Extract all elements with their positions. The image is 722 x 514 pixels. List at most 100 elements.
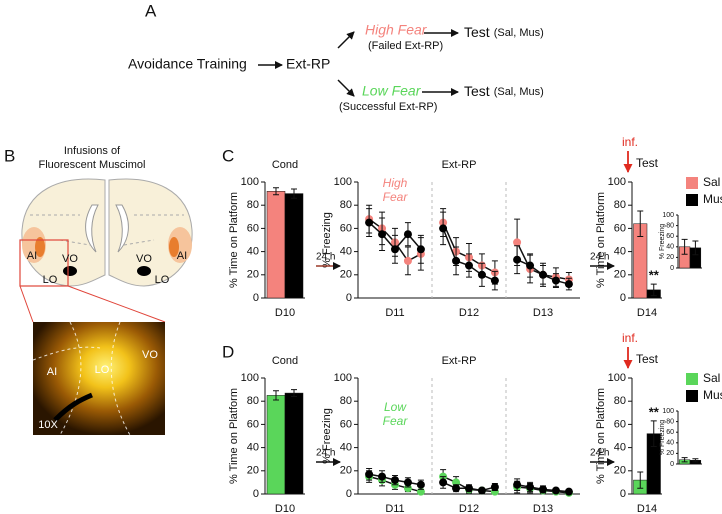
point: [539, 485, 547, 494]
group-label: Low: [384, 400, 407, 414]
y-tick-label: 20: [340, 269, 352, 281]
y-axis-label: % Freezing: [659, 420, 666, 456]
legend-swatch: [686, 390, 698, 402]
y-tick-label: 80: [247, 199, 259, 211]
test: Test: [464, 24, 490, 40]
arrow: [337, 79, 355, 97]
point: [439, 478, 448, 487]
point: [513, 255, 522, 264]
point: [452, 256, 461, 265]
legend-swatch: [686, 194, 698, 206]
y-axis-label: % Time on Platform: [595, 192, 607, 288]
y-tick-label: 40: [614, 442, 626, 454]
y-tick-label: 80: [666, 222, 674, 229]
point: [365, 218, 374, 227]
region-label: VO: [62, 253, 78, 265]
significance: **: [649, 404, 660, 419]
y-tick-label: 80: [340, 395, 352, 407]
y-tick-label: 20: [247, 269, 259, 281]
bar: [284, 193, 304, 299]
interval-label: 24 h: [316, 252, 335, 263]
y-tick-label: 80: [340, 199, 352, 211]
test-label: Test: [636, 352, 659, 366]
legend-swatch: [686, 373, 698, 385]
chart-title: Ext-RP: [442, 159, 477, 171]
legend-label: Sal: [703, 371, 720, 385]
point: [365, 470, 374, 479]
panel-label: A: [145, 1, 157, 20]
point: [526, 261, 535, 270]
y-tick-label: 20: [666, 254, 674, 261]
y-tick-label: 0: [253, 292, 259, 304]
low-fear-note: (Successful Ext-RP): [339, 101, 437, 113]
point: [551, 486, 560, 495]
ventricle: [115, 204, 129, 253]
x-tick-label: D12: [459, 503, 479, 514]
bar: [266, 191, 286, 299]
region-label: LO: [155, 274, 170, 286]
y-tick-label: 20: [340, 465, 352, 477]
point: [490, 276, 499, 285]
low-fear: Low Fear: [362, 83, 422, 99]
photo-label: AI: [47, 366, 57, 378]
x-tick-label: D12: [459, 307, 479, 319]
zoom-line: [19, 285, 34, 323]
chart-title: Ext-RP: [442, 355, 477, 367]
y-tick-label: 100: [334, 372, 352, 384]
zoom-line: [67, 285, 166, 323]
y-tick-label: 60: [340, 418, 352, 430]
y-tick-label: 0: [620, 488, 626, 500]
brain-panel: Infusions of Fluorescent Muscimol AI VO …: [19, 145, 193, 436]
flow-diagram: Avoidance Training Ext-RP High Fear (Fai…: [128, 22, 544, 113]
photo-label: VO: [142, 349, 158, 361]
y-tick-label: 100: [334, 176, 352, 188]
high-fear-note: (Failed Ext-RP): [368, 40, 443, 52]
x-tick-label: D14: [637, 503, 657, 514]
infusion-core: [169, 237, 179, 257]
y-tick-label: 20: [614, 269, 626, 281]
significance: **: [649, 268, 660, 283]
point: [416, 245, 425, 254]
y-tick-label: 100: [241, 372, 259, 384]
y-tick-label: 60: [614, 418, 626, 430]
ventricle: [85, 204, 99, 253]
y-tick-label: 0: [253, 488, 259, 500]
region-border: [32, 321, 131, 436]
region-label: AI: [27, 250, 37, 262]
y-tick-label: 60: [340, 222, 352, 234]
point: [513, 238, 522, 247]
error-bar: [692, 240, 699, 256]
x-tick-label: D10: [275, 503, 295, 514]
y-tick-label: 40: [340, 246, 352, 258]
test-label: Test: [636, 156, 659, 170]
y-tick-label: 0: [346, 292, 352, 304]
y-tick-label: 100: [662, 408, 674, 415]
point: [477, 486, 486, 495]
error-bar: [273, 390, 279, 401]
error-bar: [637, 210, 644, 238]
chart-title: Cond: [272, 159, 298, 171]
y-tick-label: 20: [247, 465, 259, 477]
infusion-label: inf.: [622, 135, 638, 149]
test-label: Test (Sal, Mus): [464, 24, 544, 40]
y-tick-label: 100: [608, 372, 626, 384]
test: Test: [464, 83, 490, 99]
y-tick-label: 40: [247, 246, 259, 258]
high-fear: High Fear: [365, 22, 428, 38]
bar: [266, 395, 286, 495]
panel-label: C: [222, 146, 234, 165]
flow-step: Ext-RP: [286, 56, 330, 72]
test-groups: (Sal, Mus): [494, 86, 544, 98]
point: [539, 270, 547, 279]
y-axis-label: % Freezing: [659, 224, 666, 260]
x-tick-label: D13: [533, 503, 553, 514]
point: [391, 476, 399, 485]
y-tick-label: 80: [666, 418, 674, 425]
error-bar: [692, 458, 699, 463]
error-bar: [291, 188, 297, 199]
point: [403, 230, 412, 239]
point: [526, 483, 535, 492]
photo-label: LO: [95, 364, 110, 376]
x-tick-label: D11: [385, 307, 404, 319]
